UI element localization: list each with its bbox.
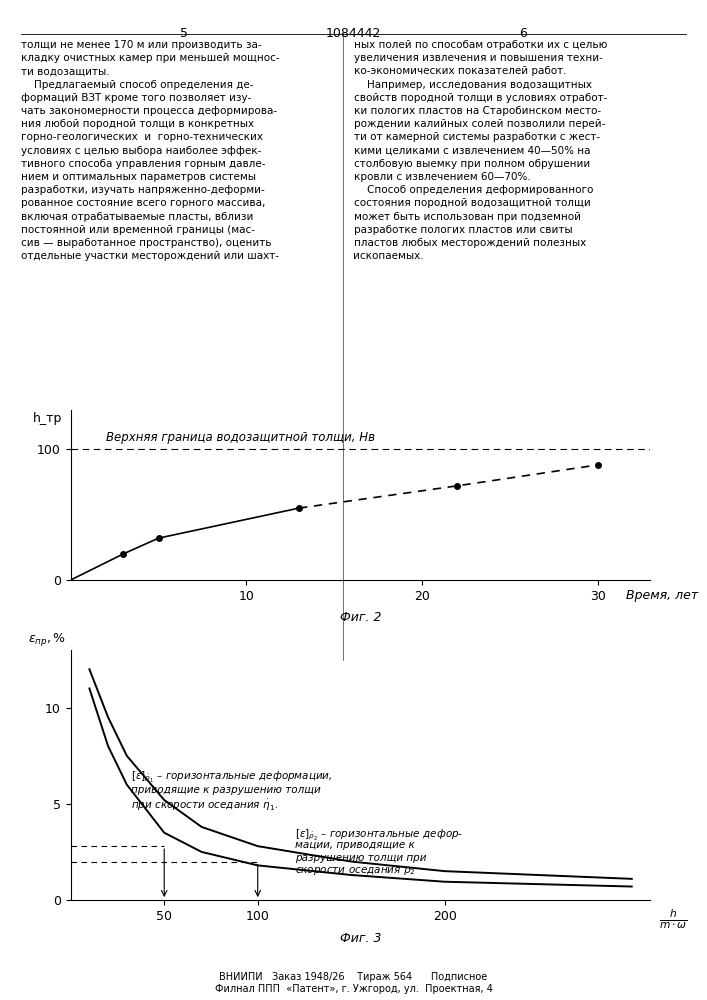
- Text: 1084442: 1084442: [326, 27, 381, 40]
- Text: приводящие к разрушению толщи: приводящие к разрушению толщи: [131, 785, 320, 795]
- Y-axis label: h_тр: h_тр: [33, 412, 62, 425]
- Text: 5: 5: [180, 27, 188, 40]
- Text: ных полей по способам отработки их с целью
увеличения извлечения и повышения тех: ных полей по способам отработки их с цел…: [354, 40, 607, 261]
- Text: Фиг. 3: Фиг. 3: [340, 932, 381, 946]
- Text: $[\varepsilon]_{\dot{\rho}_1}$ – горизонтальные деформации,: $[\varepsilon]_{\dot{\rho}_1}$ – горизон…: [131, 769, 332, 784]
- Text: ВНИИПИ   Заказ 1948/26    Тираж 564      Подписное: ВНИИПИ Заказ 1948/26 Тираж 564 Подписное: [219, 972, 488, 982]
- Text: толщи не менее 170 м или производить за-
кладку очистных камер при меньшей мощно: толщи не менее 170 м или производить за-…: [21, 40, 280, 261]
- Text: Верхняя граница водозащитной толщи, Нв: Верхняя граница водозащитной толщи, Нв: [106, 431, 375, 444]
- Text: мации, приводящие к: мации, приводящие к: [295, 840, 415, 850]
- Y-axis label: $\varepsilon_{пр},\%$: $\varepsilon_{пр},\%$: [28, 631, 66, 648]
- Text: $[\varepsilon]_{\dot{\rho}_2}$ – горизонтальные дефор-: $[\varepsilon]_{\dot{\rho}_2}$ – горизон…: [295, 827, 463, 842]
- X-axis label: Время, лет: Время, лет: [626, 588, 698, 601]
- Text: при скорости оседания $\dot{\eta}_1$.: при скорости оседания $\dot{\eta}_1$.: [131, 798, 278, 813]
- Text: Фиг. 2: Фиг. 2: [340, 611, 381, 624]
- Text: Филнал ППП  «Патент», г. Ужгород, ул.  Проектная, 4: Филнал ППП «Патент», г. Ужгород, ул. Про…: [214, 984, 493, 994]
- Text: разрушению толщи при: разрушению толщи при: [295, 853, 426, 863]
- Text: 6: 6: [519, 27, 527, 40]
- Text: скорости оседания $\rho_2$: скорости оседания $\rho_2$: [295, 865, 416, 877]
- X-axis label: $\frac{h}{m \cdot \omega}$: $\frac{h}{m \cdot \omega}$: [659, 908, 688, 931]
